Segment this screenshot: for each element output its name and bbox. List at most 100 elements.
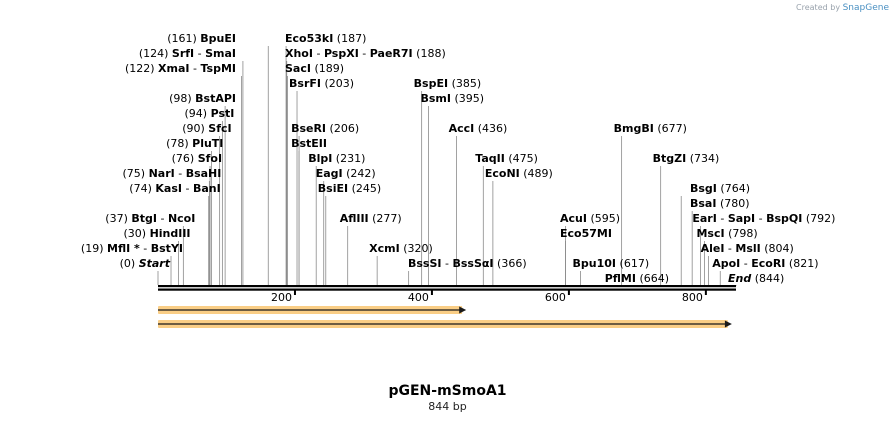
feature-arrow[interactable]	[158, 320, 732, 328]
site-label: MscI (798)	[696, 227, 757, 240]
site-position: (94)	[185, 107, 211, 120]
enzyme-name: BstAPI	[195, 92, 236, 105]
site-label: BsmI (395)	[421, 92, 485, 105]
site-position: (188)	[413, 47, 446, 60]
enzyme-name: EarI	[692, 212, 716, 225]
site-label: ApoI - EcoRI (821)	[712, 257, 818, 270]
site-text: TaqII (475)	[475, 152, 538, 165]
name-separator: -	[194, 47, 205, 60]
site-label: EarI - SapI - BspQI (792)	[692, 212, 835, 225]
site-text: (75) NarI - BsaHI	[123, 167, 222, 180]
site-position: (75)	[123, 167, 149, 180]
enzyme-name: EcoRI	[751, 257, 785, 270]
watermark-prefix: Created by	[796, 3, 841, 12]
site-label: BsgI (764)	[690, 182, 750, 195]
site-text: (90) SfcI	[182, 122, 231, 135]
site-text: (122) XmaI - TspMI	[125, 62, 236, 75]
feature-arrow[interactable]	[158, 306, 467, 314]
enzyme-name: BsaI	[690, 197, 716, 210]
site-label: (75) NarI - BsaHI	[123, 167, 222, 180]
name-separator: -	[442, 257, 453, 270]
site-text: EagI (242)	[316, 167, 376, 180]
site-text: End (844)	[728, 272, 784, 285]
enzyme-name: XmaI	[158, 62, 189, 75]
site-text: (94) PstI	[185, 107, 235, 120]
enzyme-name: Eco53kI	[285, 32, 333, 45]
site-label: (30) HindIII	[123, 227, 190, 240]
site-label: (124) SrfI - SmaI	[139, 47, 236, 60]
site-position: (203)	[321, 77, 354, 90]
site-text: AcuI (595)	[560, 212, 620, 225]
site-position: (74)	[129, 182, 155, 195]
site-text: Bpu10I (617)	[573, 257, 650, 270]
enzyme-name: PaeR7I	[370, 47, 413, 60]
site-text: Eco53kI (187)	[285, 32, 366, 45]
enzyme-name: BspEI	[414, 77, 448, 90]
arrowhead-icon	[459, 306, 467, 314]
feature-arrows	[158, 306, 732, 328]
site-position: (764)	[717, 182, 750, 195]
site-label: (122) XmaI - TspMI	[125, 62, 236, 75]
enzyme-name: BtgI	[131, 212, 157, 225]
enzyme-name: BsaHI	[186, 167, 222, 180]
enzyme-name: BanI	[193, 182, 221, 195]
site-position: (595)	[587, 212, 620, 225]
site-label: PflMI (664)	[605, 272, 669, 285]
site-position: (395)	[451, 92, 484, 105]
tick-label: 200	[271, 291, 292, 304]
site-label: (94) PstI	[185, 107, 235, 120]
site-text: (30) HindIII	[123, 227, 190, 240]
site-text: BssSI - BssSαI (366)	[408, 257, 527, 270]
site-text: (124) SrfI - SmaI	[139, 47, 236, 60]
enzyme-name: BsmI	[421, 92, 452, 105]
tick-label: 800	[682, 291, 703, 304]
enzyme-name: MflI *	[107, 242, 140, 255]
name-separator: -	[175, 167, 186, 180]
site-label: BseRI (206)	[291, 122, 359, 135]
enzyme-name: TaqII	[475, 152, 505, 165]
site-position: (187)	[333, 32, 366, 45]
site-position: (78)	[166, 137, 192, 150]
site-position: (780)	[716, 197, 749, 210]
site-text: Eco57MI	[560, 227, 612, 240]
enzyme-name: PstI	[211, 107, 235, 120]
site-position: (792)	[802, 212, 835, 225]
site-text: (161) BpuEI	[167, 32, 236, 45]
site-text: AflIII (277)	[340, 212, 402, 225]
site-text: EarI - SapI - BspQI (792)	[692, 212, 835, 225]
site-text: BsiEI (245)	[318, 182, 381, 195]
site-position: (122)	[125, 62, 158, 75]
enzyme-name: AleI	[701, 242, 725, 255]
name-separator: -	[359, 47, 370, 60]
site-label: AccI (436)	[449, 122, 508, 135]
site-label: SacI (189)	[285, 62, 344, 75]
site-position: (677)	[654, 122, 687, 135]
enzyme-name: NarI	[149, 167, 175, 180]
ruler-tick	[567, 289, 570, 295]
site-position: (804)	[761, 242, 794, 255]
enzyme-name: KasI	[155, 182, 182, 195]
site-label: (37) BtgI - NcoI	[105, 212, 195, 225]
enzyme-name: PluTI	[192, 137, 223, 150]
enzyme-name: EagI	[316, 167, 343, 180]
name-separator: -	[140, 242, 151, 255]
enzyme-name: SapI	[728, 212, 755, 225]
site-label: AcuI (595)	[560, 212, 620, 225]
site-position: (489)	[520, 167, 553, 180]
site-label: Eco57MI	[560, 227, 612, 240]
site-label: BlpI (231)	[308, 152, 365, 165]
enzyme-name: EcoNI	[485, 167, 520, 180]
enzyme-name: BpuEI	[200, 32, 236, 45]
site-label: BspEI (385)	[414, 77, 482, 90]
enzyme-name: SrfI	[172, 47, 194, 60]
watermark: Created by SnapGene	[796, 3, 889, 13]
site-text: XcmI (320)	[369, 242, 433, 255]
site-label: TaqII (475)	[475, 152, 538, 165]
site-position: (161)	[167, 32, 200, 45]
site-position: (231)	[332, 152, 365, 165]
enzyme-name: PspXI	[324, 47, 359, 60]
site-text: AleI - MslI (804)	[701, 242, 794, 255]
enzyme-name: BmgBI	[614, 122, 654, 135]
enzyme-name: SmaI	[205, 47, 236, 60]
